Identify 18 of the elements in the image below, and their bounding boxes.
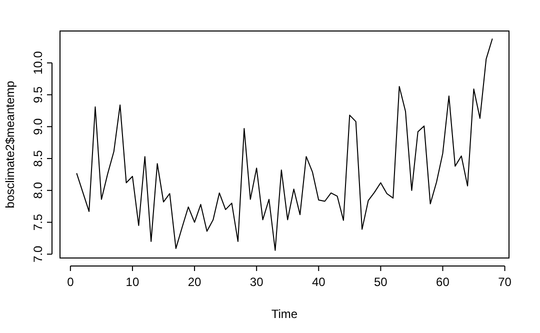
y-tick-label: 7.0 [31, 246, 45, 263]
y-axis-title: bosclimate2$meantemp [3, 80, 17, 208]
x-tick-label: 50 [374, 275, 388, 289]
x-tick-label: 20 [188, 275, 202, 289]
x-tick-label: 40 [312, 275, 326, 289]
y-tick-label: 8.0 [31, 182, 45, 199]
x-tick-label: 70 [498, 275, 512, 289]
line-series [76, 38, 493, 251]
y-tick-label: 7.5 [31, 214, 45, 231]
x-tick-label: 60 [436, 275, 450, 289]
y-tick-label: 8.5 [31, 150, 45, 167]
y-tick-label: 10.0 [31, 50, 45, 75]
y-tick-label: 9.0 [31, 118, 45, 135]
x-axis-title: Time [271, 307, 298, 321]
x-tick-label: 0 [67, 275, 74, 289]
y-tick-label: 9.5 [31, 86, 45, 104]
x-tick-label: 30 [250, 275, 264, 289]
x-tick-label: 10 [126, 275, 140, 289]
